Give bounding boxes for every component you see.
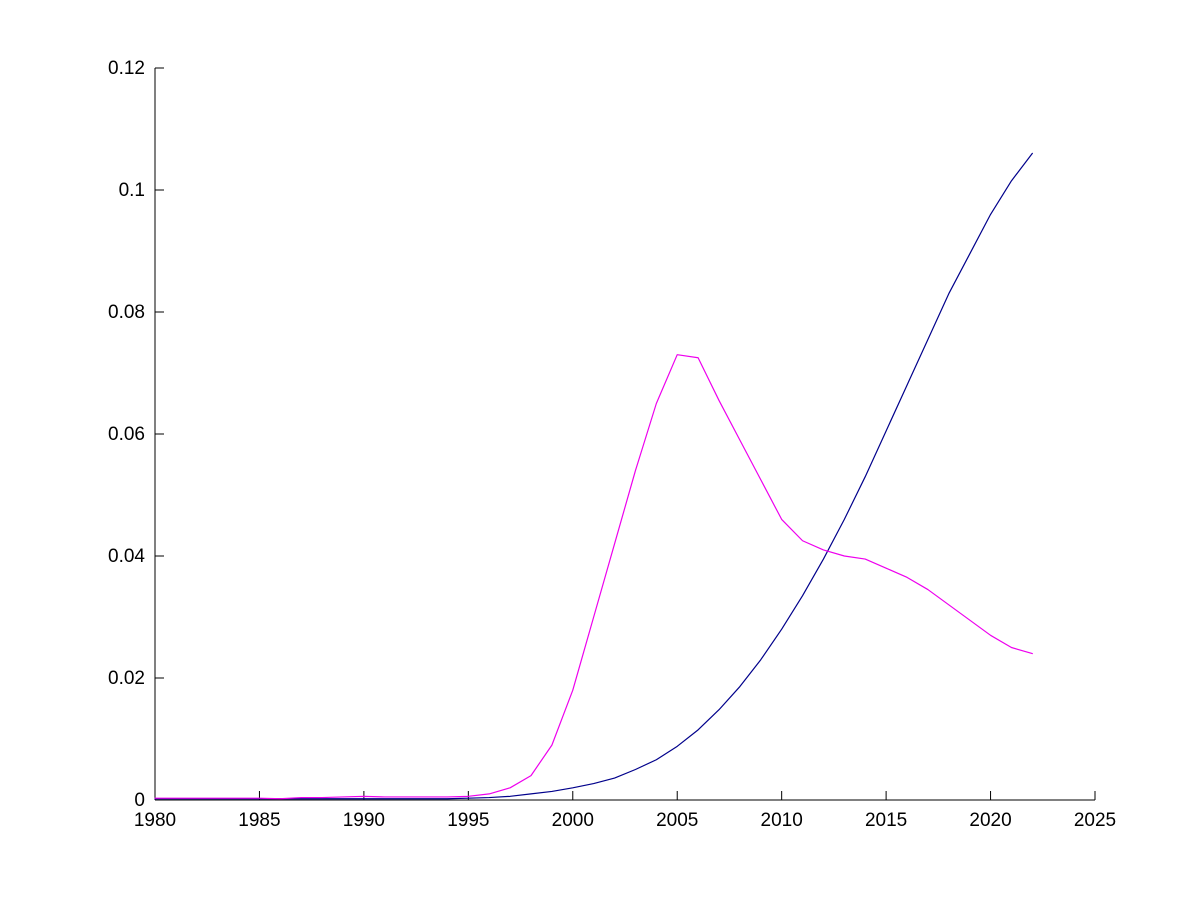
x-tick-label: 2015 (865, 810, 907, 831)
y-tick-label: 0 (134, 790, 145, 811)
x-tick-label: 2020 (969, 810, 1011, 831)
dark-blue-series-line (154, 152, 1033, 800)
x-tick-label: 2005 (656, 810, 698, 831)
x-tick-label: 2025 (1074, 810, 1116, 831)
y-tick-label: 0.04 (108, 546, 145, 567)
x-tick-label: 1980 (134, 810, 176, 831)
x-tick-label: 1985 (238, 810, 280, 831)
x-tick-label: 1995 (447, 810, 489, 831)
magenta-series-line (154, 354, 1033, 800)
y-tick-label: 0.12 (108, 58, 145, 79)
x-tick-label: 1990 (343, 810, 385, 831)
y-tick-label: 0.08 (108, 302, 145, 323)
y-tick-label: 0.06 (108, 424, 145, 445)
x-tick-label: 2010 (761, 810, 803, 831)
y-tick-label: 0.02 (108, 668, 145, 689)
y-tick-label: 0.1 (119, 180, 145, 201)
x-tick-label: 2000 (552, 810, 594, 831)
